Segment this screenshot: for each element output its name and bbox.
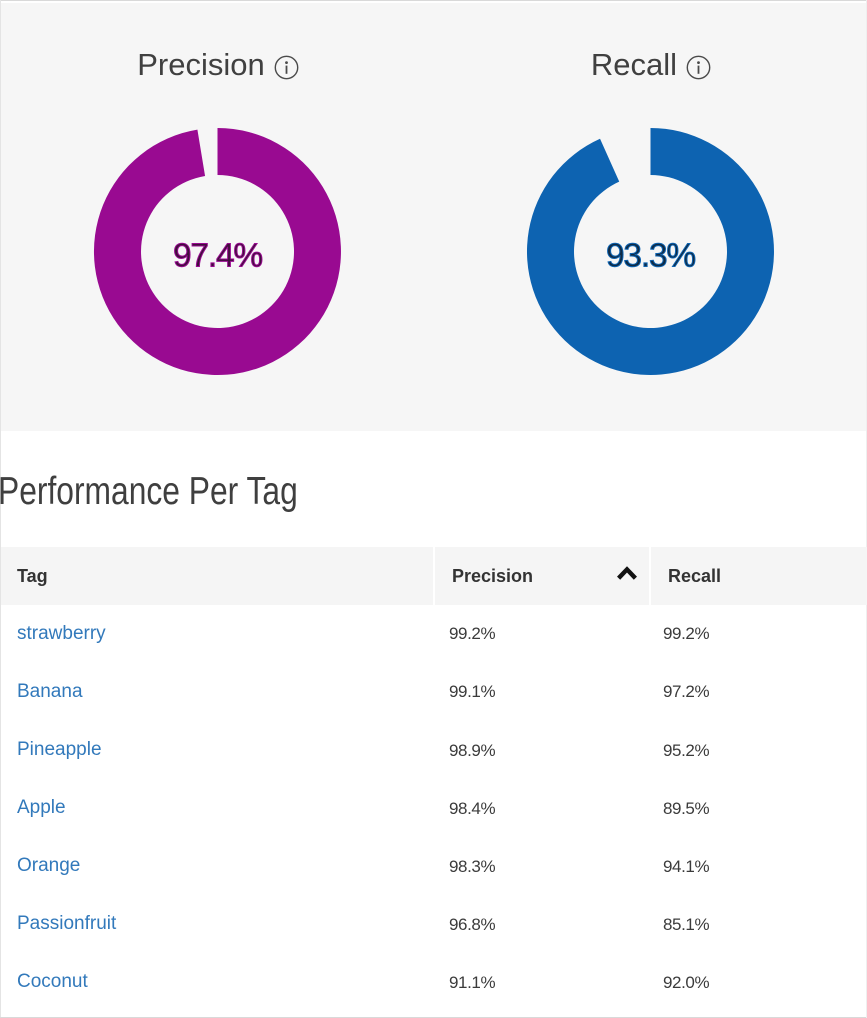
svg-text:97.4%: 97.4% bbox=[173, 238, 262, 275]
svg-text:93.3%: 93.3% bbox=[606, 238, 695, 275]
